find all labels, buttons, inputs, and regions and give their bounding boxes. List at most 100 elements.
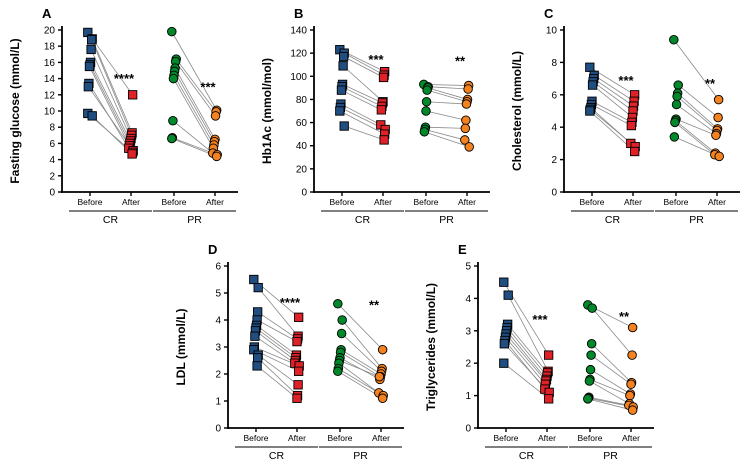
svg-text:1: 1 xyxy=(215,397,221,408)
svg-text:Before: Before xyxy=(579,197,604,207)
panel-letter-a: A xyxy=(42,6,52,21)
svg-text:10: 10 xyxy=(44,107,56,118)
svg-text:6: 6 xyxy=(551,90,557,101)
svg-text:6: 6 xyxy=(49,139,55,150)
svg-text:Before: Before xyxy=(663,197,688,207)
svg-text:After: After xyxy=(288,433,306,443)
svg-text:4: 4 xyxy=(215,316,221,327)
connector-lines xyxy=(503,281,550,400)
svg-text:0: 0 xyxy=(465,424,471,435)
svg-text:2: 2 xyxy=(551,155,557,166)
data-points xyxy=(583,300,638,415)
svg-text:**: ** xyxy=(705,76,716,91)
svg-text:***: *** xyxy=(618,73,634,88)
svg-text:Before: Before xyxy=(243,433,268,443)
svg-text:PR: PR xyxy=(689,214,704,226)
svg-text:Before: Before xyxy=(413,197,438,207)
svg-text:After: After xyxy=(206,197,224,207)
svg-text:20: 20 xyxy=(44,26,56,37)
svg-text:8: 8 xyxy=(551,58,557,69)
data-points xyxy=(249,274,304,403)
svg-text:1: 1 xyxy=(465,391,471,402)
data-points xyxy=(419,79,474,152)
hba1c-chart: 0 20 40 60 80 100 120 140 Before After Before After… xyxy=(260,26,490,226)
svg-text:140: 140 xyxy=(290,26,307,37)
svg-text:40: 40 xyxy=(296,141,308,152)
svg-text:**: ** xyxy=(619,309,630,324)
svg-text:3: 3 xyxy=(215,343,221,354)
connector-lines xyxy=(339,49,386,141)
connector-lines xyxy=(423,83,470,148)
svg-text:6: 6 xyxy=(215,262,221,273)
svg-text:18: 18 xyxy=(44,42,56,53)
svg-text:16: 16 xyxy=(44,58,56,69)
svg-text:Cholesterol (mmol/L): Cholesterol (mmol/L) xyxy=(510,51,524,171)
svg-text:2: 2 xyxy=(49,171,55,182)
svg-text:14: 14 xyxy=(44,74,56,85)
svg-text:After: After xyxy=(708,197,726,207)
svg-text:120: 120 xyxy=(290,49,307,60)
svg-text:100: 100 xyxy=(290,72,307,83)
svg-text:10: 10 xyxy=(546,26,558,37)
panel-hba1c: B 0 20 40 60 80 100 120 140 Before After Before Aft… xyxy=(258,4,502,236)
svg-text:Before: Before xyxy=(577,433,602,443)
svg-text:After: After xyxy=(122,197,140,207)
panel-ldl: D 0 1 2 3 4 5 6 Before After Before After CR PR LDL (… xyxy=(172,240,416,472)
svg-text:CR: CR xyxy=(269,450,285,462)
svg-text:0: 0 xyxy=(49,188,55,199)
panel-letter-e: E xyxy=(458,242,467,257)
svg-text:2: 2 xyxy=(215,370,221,381)
data-points xyxy=(335,45,390,145)
svg-text:After: After xyxy=(624,197,642,207)
panel-triglycerides: E 0 1 2 3 4 5 Before After Before After CR PR Trigly… xyxy=(422,240,666,472)
svg-text:Fasting glucose (mmol/L): Fasting glucose (mmol/L) xyxy=(8,38,22,183)
svg-text:4: 4 xyxy=(465,294,471,305)
svg-text:**: ** xyxy=(455,53,466,68)
svg-text:****: **** xyxy=(280,295,301,310)
svg-text:***: *** xyxy=(200,79,216,94)
svg-text:0: 0 xyxy=(301,188,307,199)
svg-text:PR: PR xyxy=(353,450,368,462)
svg-text:**: ** xyxy=(369,298,380,313)
svg-text:After: After xyxy=(622,433,640,443)
svg-text:4: 4 xyxy=(49,155,55,166)
svg-text:5: 5 xyxy=(465,262,471,273)
svg-text:***: *** xyxy=(368,52,384,67)
svg-text:After: After xyxy=(374,197,392,207)
panel-fasting-glucose: A 0 2 4 6 8 10 12 14 16 18 20 Before After Before Afte… xyxy=(6,4,250,236)
svg-text:CR: CR xyxy=(103,214,119,226)
svg-text:LDL (mmol/L): LDL (mmol/L) xyxy=(174,308,188,385)
data-points xyxy=(83,27,138,159)
svg-text:PR: PR xyxy=(187,214,202,226)
data-points xyxy=(167,26,222,162)
svg-text:After: After xyxy=(372,433,390,443)
svg-text:0: 0 xyxy=(551,188,557,199)
axes: 0 20 40 60 80 100 120 140 Before After Before After… xyxy=(290,26,490,226)
panel-letter-d: D xyxy=(208,242,218,257)
svg-text:5: 5 xyxy=(215,289,221,300)
svg-text:Before: Before xyxy=(493,433,518,443)
svg-text:Before: Before xyxy=(77,197,102,207)
data-points xyxy=(499,277,554,404)
svg-text:Before: Before xyxy=(329,197,354,207)
svg-text:12: 12 xyxy=(44,90,56,101)
svg-text:2: 2 xyxy=(465,359,471,370)
connector-lines xyxy=(253,279,300,399)
svg-text:After: After xyxy=(538,433,556,443)
connector-lines xyxy=(589,66,636,152)
panel-letter-b: B xyxy=(294,6,304,21)
svg-text:Hb1Ac (mmol/mol): Hb1Ac (mmol/mol) xyxy=(260,58,274,164)
svg-text:PR: PR xyxy=(603,450,618,462)
svg-text:PR: PR xyxy=(439,214,454,226)
svg-text:***: *** xyxy=(532,312,548,327)
svg-text:0: 0 xyxy=(215,424,221,435)
svg-text:60: 60 xyxy=(296,118,308,129)
svg-text:Before: Before xyxy=(327,433,352,443)
